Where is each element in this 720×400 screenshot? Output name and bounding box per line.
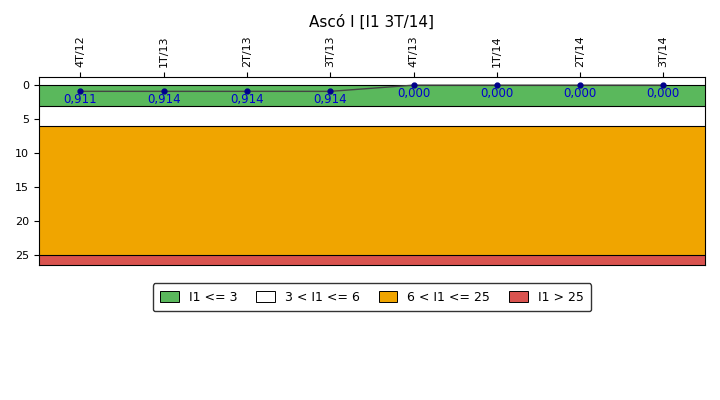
Title: Ascó I [I1 3T/14]: Ascó I [I1 3T/14] <box>310 15 434 30</box>
Text: 0,000: 0,000 <box>647 86 680 100</box>
Text: 0,914: 0,914 <box>313 93 347 106</box>
Bar <box>39 255 705 265</box>
Bar <box>39 85 705 106</box>
Text: 0,000: 0,000 <box>397 86 430 100</box>
Bar <box>39 126 705 255</box>
Bar <box>39 106 705 126</box>
Legend: I1 <= 3, 3 < I1 <= 6, 6 < I1 <= 25, I1 > 25: I1 <= 3, 3 < I1 <= 6, 6 < I1 <= 25, I1 >… <box>153 284 591 312</box>
Text: 0,911: 0,911 <box>63 93 97 106</box>
Text: 0,914: 0,914 <box>147 93 181 106</box>
Text: 0,000: 0,000 <box>564 86 597 100</box>
Text: 0,000: 0,000 <box>480 86 513 100</box>
Text: 0,914: 0,914 <box>230 93 264 106</box>
